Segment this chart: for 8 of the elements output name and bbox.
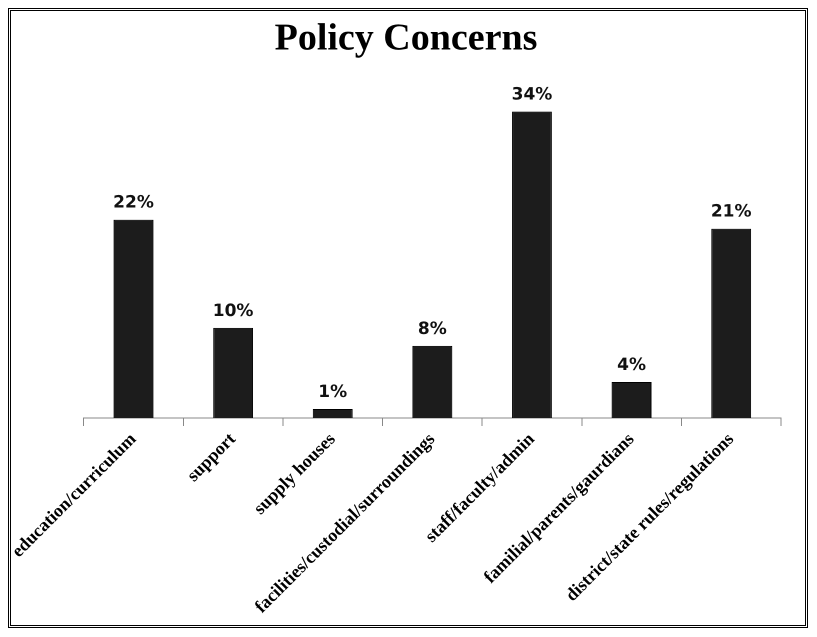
chart-title: Policy Concerns: [274, 16, 538, 59]
data-label: 8%: [418, 318, 447, 339]
data-label: 10%: [212, 300, 254, 321]
data-label: 21%: [710, 202, 752, 222]
data-label: 34%: [512, 84, 552, 105]
data-label: 22%: [113, 192, 154, 213]
data-label: 1%: [318, 382, 348, 402]
data-label: 4%: [617, 354, 646, 375]
